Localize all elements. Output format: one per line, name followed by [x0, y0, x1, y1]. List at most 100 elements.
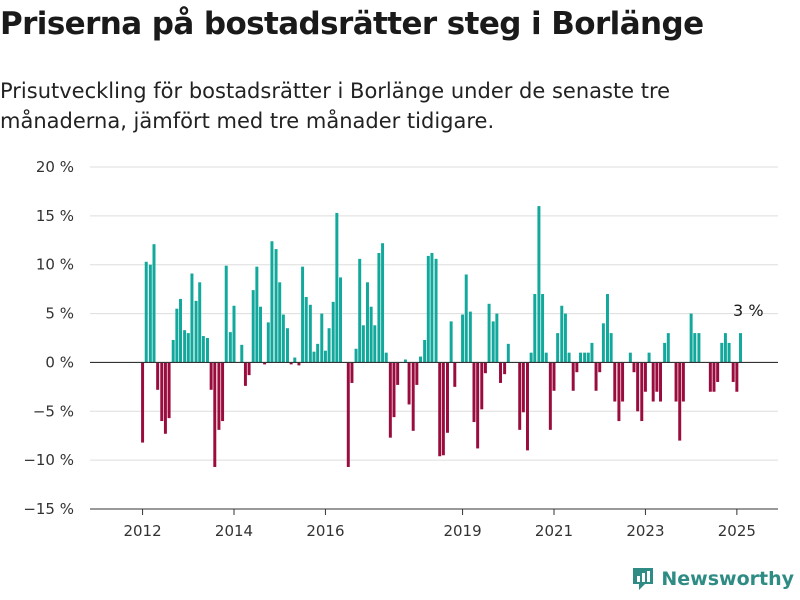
bar — [689, 313, 693, 363]
bar — [373, 325, 377, 363]
bar — [289, 362, 293, 365]
bar — [331, 301, 335, 363]
bar — [628, 352, 632, 363]
bar — [537, 206, 541, 363]
bar — [407, 362, 411, 405]
bar — [144, 261, 148, 363]
newsworthy-chart-icon — [633, 568, 654, 590]
bar — [304, 296, 308, 363]
bar — [259, 306, 262, 363]
bar — [361, 325, 365, 363]
bar — [179, 298, 182, 363]
bar — [327, 328, 331, 363]
y-tick-label: 20 % — [36, 158, 74, 176]
bar — [472, 362, 476, 423]
bar — [339, 277, 342, 363]
bar — [716, 362, 720, 382]
bar — [594, 362, 598, 391]
bar — [213, 362, 217, 467]
y-tick-label: −15 % — [23, 500, 74, 518]
bar — [674, 362, 678, 402]
y-tick-label: 5 % — [45, 305, 74, 323]
bar — [438, 362, 442, 457]
bar — [617, 362, 621, 422]
bar — [426, 255, 430, 363]
bar — [739, 333, 742, 363]
bar — [366, 282, 369, 363]
bar — [281, 314, 285, 363]
bar — [643, 362, 647, 392]
bar — [381, 243, 385, 363]
bar — [441, 362, 445, 456]
bar — [186, 333, 190, 363]
bar — [228, 332, 232, 363]
bar — [567, 352, 571, 363]
bar — [461, 314, 465, 363]
bar — [232, 305, 236, 363]
bar — [194, 300, 198, 363]
bar — [224, 265, 228, 363]
bar — [632, 362, 636, 373]
chart-title: Priserna på bostadsrätter steg i Borläng… — [0, 6, 704, 42]
bar — [423, 339, 427, 363]
y-tick-label: 10 % — [36, 256, 74, 274]
bar — [251, 290, 255, 363]
bar — [659, 362, 662, 402]
brand-name: Newsworthy — [661, 568, 794, 590]
bar — [434, 258, 438, 363]
bar — [621, 362, 625, 402]
bar — [148, 264, 152, 363]
bar — [560, 305, 564, 363]
x-tick-label: 2014 — [215, 522, 253, 540]
bar — [575, 362, 579, 373]
bar — [156, 362, 160, 390]
bar — [247, 362, 251, 376]
y-axis-labels: −15 % −10 % −5 % 0 % 5 % 10 % 15 % 20 % — [23, 158, 74, 518]
bar — [206, 338, 209, 363]
bar — [655, 362, 659, 392]
bar — [266, 322, 270, 363]
bar — [666, 333, 670, 363]
bar — [308, 304, 312, 363]
bar — [278, 282, 282, 363]
bar — [392, 362, 396, 418]
bar — [552, 362, 556, 391]
bar — [312, 351, 316, 363]
bar — [141, 362, 145, 443]
latest-value-annotation: 3 % — [733, 301, 763, 320]
bar — [171, 339, 175, 363]
bar — [563, 313, 567, 363]
x-tick-label: 2019 — [443, 522, 481, 540]
bar — [415, 362, 419, 385]
bar — [613, 362, 617, 402]
bar — [388, 362, 392, 438]
bar — [678, 362, 682, 441]
bar — [316, 343, 320, 363]
bar — [544, 352, 548, 363]
bar-chart: −15 %−10 %−5 %0 %5 %10 %15 %20 % 2012 201… — [23, 158, 778, 540]
y-tick-label: 15 % — [36, 207, 74, 225]
bar — [323, 350, 327, 363]
bar — [411, 362, 415, 431]
x-axis: 2012 2014 2016 2019 2021 2023 2025 — [90, 508, 778, 540]
bar — [636, 362, 640, 412]
bar — [529, 352, 533, 363]
bar — [243, 362, 247, 386]
bar — [601, 323, 605, 363]
bar — [735, 362, 739, 392]
bar — [464, 274, 468, 363]
bar — [571, 362, 575, 391]
bar — [369, 306, 373, 363]
bar — [590, 342, 594, 363]
bar — [293, 357, 297, 363]
bar — [384, 352, 388, 363]
bar — [403, 359, 407, 363]
bar — [183, 330, 187, 363]
bar — [495, 313, 499, 363]
bar — [209, 362, 213, 390]
bar — [518, 362, 522, 430]
bar — [160, 362, 164, 422]
bar — [350, 362, 354, 383]
bar — [377, 252, 381, 363]
bar — [583, 352, 587, 363]
